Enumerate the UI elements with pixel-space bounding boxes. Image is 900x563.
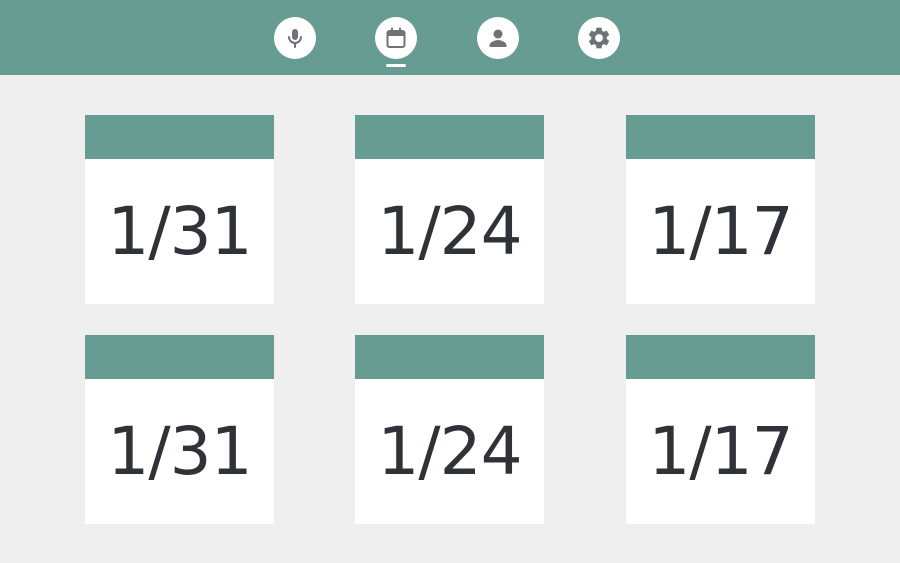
session-card[interactable]: 1/24 (355, 115, 544, 304)
active-tab-indicator (386, 64, 406, 67)
card-header (626, 335, 815, 379)
session-card[interactable]: 1/24 (355, 335, 544, 524)
card-header (85, 335, 274, 379)
card-date: 1/17 (648, 413, 793, 490)
session-card[interactable]: 1/17 (626, 115, 815, 304)
card-header (85, 115, 274, 159)
card-date: 1/24 (377, 413, 522, 490)
card-date: 1/31 (107, 413, 252, 490)
card-header (626, 115, 815, 159)
nav-microphone-button[interactable] (274, 17, 316, 59)
microphone-icon (288, 29, 302, 48)
calendar-icon (386, 27, 406, 48)
top-nav-bar (0, 0, 900, 75)
card-header (355, 115, 544, 159)
card-date: 1/31 (107, 193, 252, 270)
person-icon (489, 29, 507, 47)
session-card[interactable]: 1/31 (85, 335, 274, 524)
card-date: 1/17 (648, 193, 793, 270)
nav-settings-button[interactable] (578, 17, 620, 59)
session-card[interactable]: 1/31 (85, 115, 274, 304)
nav-profile-button[interactable] (477, 17, 519, 59)
card-date: 1/24 (377, 193, 522, 270)
nav-calendar-button[interactable] (375, 17, 417, 59)
gear-icon (588, 27, 610, 49)
card-header (355, 335, 544, 379)
session-card[interactable]: 1/17 (626, 335, 815, 524)
